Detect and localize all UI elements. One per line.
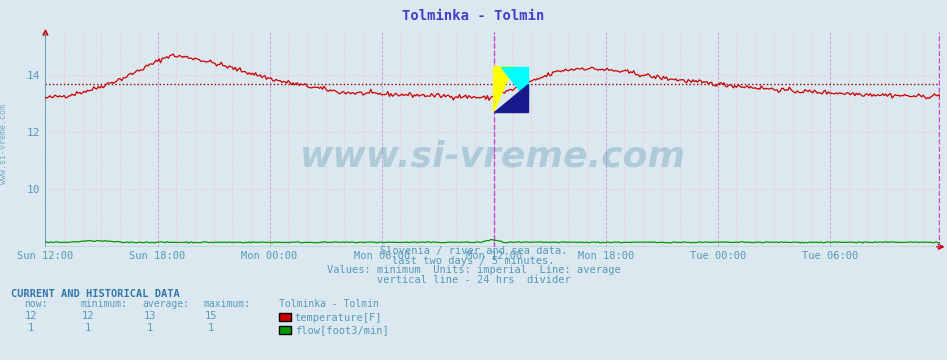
Polygon shape [493,84,527,112]
Text: 1: 1 [85,323,91,333]
Text: now:: now: [24,299,47,309]
Text: last two days / 5 minutes.: last two days / 5 minutes. [392,256,555,266]
Text: temperature[F]: temperature[F] [295,312,382,323]
Text: Tolminka - Tolmin: Tolminka - Tolmin [402,9,545,23]
Text: www.si-vreme.com: www.si-vreme.com [0,104,9,184]
Polygon shape [493,67,513,112]
Text: CURRENT AND HISTORICAL DATA: CURRENT AND HISTORICAL DATA [11,289,180,299]
Text: Values: minimum  Units: imperial  Line: average: Values: minimum Units: imperial Line: av… [327,265,620,275]
Polygon shape [501,67,527,101]
Text: www.si-vreme.com: www.si-vreme.com [300,140,686,174]
Text: minimum:: minimum: [80,299,128,309]
Text: 13: 13 [143,311,156,321]
Text: Tolminka - Tolmin: Tolminka - Tolmin [279,299,379,309]
Text: 1: 1 [28,323,34,333]
Text: 1: 1 [147,323,152,333]
Text: 15: 15 [205,311,218,321]
Text: Slovenia / river and sea data.: Slovenia / river and sea data. [380,246,567,256]
Text: 12: 12 [25,311,38,321]
Text: 1: 1 [208,323,214,333]
Text: flow[foot3/min]: flow[foot3/min] [295,325,388,335]
Text: vertical line - 24 hrs  divider: vertical line - 24 hrs divider [377,275,570,285]
Text: 12: 12 [81,311,95,321]
Text: average:: average: [142,299,189,309]
Text: maximum:: maximum: [204,299,251,309]
